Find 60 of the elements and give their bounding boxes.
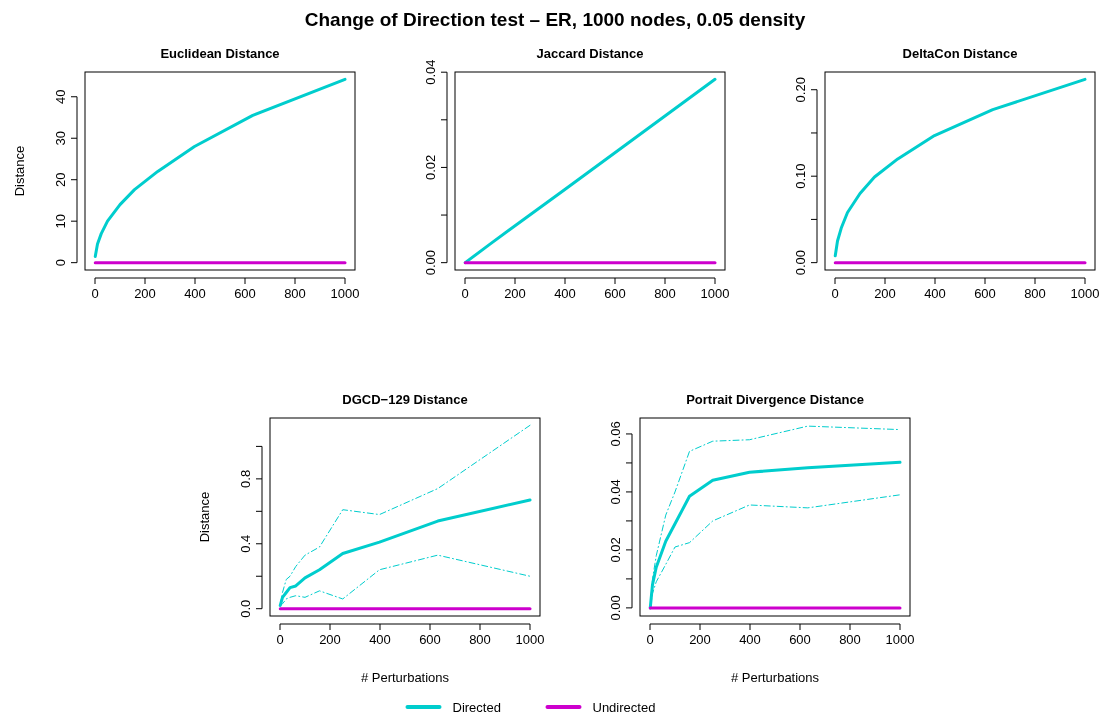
x-tick-label: 200 (874, 286, 896, 301)
x-tick-label: 1000 (700, 286, 730, 301)
y-tick-label: 0.04 (423, 59, 438, 85)
x-tick-label: 800 (469, 632, 491, 647)
x-axis-title: # Perturbations (360, 670, 450, 685)
chart-title: DeltaCon Distance (902, 46, 1018, 61)
y-tick-label: 0 (53, 259, 68, 267)
y-tick-label: 0.0 (238, 599, 253, 618)
chart-title: Jaccard Distance (536, 46, 644, 61)
y-tick-label: 0.20 (793, 77, 808, 103)
y-tick-label: 20 (53, 172, 68, 187)
x-tick-label: 400 (184, 286, 206, 301)
x-tick-label: 400 (554, 286, 576, 301)
x-axis-title: # Perturbations (730, 670, 820, 685)
x-tick-label: 200 (134, 286, 156, 301)
x-tick-label: 1000 (515, 632, 545, 647)
x-tick-label: 400 (924, 286, 946, 301)
y-tick-label: 0.04 (608, 479, 623, 505)
y-tick-label: 30 (53, 131, 68, 146)
x-tick-label: 800 (654, 286, 676, 301)
y-tick-label: 0.00 (423, 250, 438, 276)
chart-title: Euclidean Distance (160, 46, 280, 61)
x-tick-label: 1000 (330, 286, 360, 301)
legend-label: Undirected (592, 700, 656, 715)
y-tick-label: 0.00 (608, 595, 623, 621)
y-tick-label: 0.06 (608, 421, 623, 447)
x-tick-label: 400 (369, 632, 391, 647)
x-tick-label: 1000 (885, 632, 915, 647)
x-tick-label: 800 (1024, 286, 1046, 301)
x-tick-label: 600 (604, 286, 626, 301)
x-tick-label: 200 (319, 632, 341, 647)
x-tick-label: 200 (504, 286, 526, 301)
x-tick-label: 600 (789, 632, 811, 647)
text: Change of Direction test – ER, 1000 nodes, 0.05 density (304, 9, 806, 30)
x-tick-label: 600 (234, 286, 256, 301)
x-tick-label: 1000 (1070, 286, 1100, 301)
x-tick-label: 400 (739, 632, 761, 647)
y-tick-label: 10 (53, 213, 68, 229)
x-tick-label: 600 (419, 632, 441, 647)
x-tick-label: 600 (974, 286, 996, 301)
y-tick-label: 0.02 (423, 154, 438, 181)
x-tick-label: 0 (276, 632, 284, 647)
x-tick-label: 0 (91, 286, 99, 301)
chart-title: DGCD−129 Distance (342, 392, 468, 407)
legend-label: Directed (452, 700, 501, 715)
y-axis-title: Distance (197, 491, 212, 543)
x-tick-label: 800 (284, 286, 306, 301)
x-tick-label: 0 (461, 286, 469, 301)
y-tick-label: 0.00 (793, 249, 808, 276)
y-tick-label: 40 (53, 89, 68, 104)
y-axis-title: Distance (12, 145, 27, 197)
y-tick-label: 0.02 (608, 537, 623, 563)
x-tick-label: 0 (831, 286, 839, 301)
y-tick-label: 0.4 (238, 534, 253, 553)
x-tick-label: 200 (689, 632, 711, 647)
y-tick-label: 0.10 (793, 163, 808, 189)
y-tick-label: 0.8 (238, 469, 253, 488)
x-tick-label: 0 (646, 632, 654, 647)
x-tick-label: 800 (839, 632, 861, 647)
chart-title: Portrait Divergence Distance (686, 392, 864, 407)
